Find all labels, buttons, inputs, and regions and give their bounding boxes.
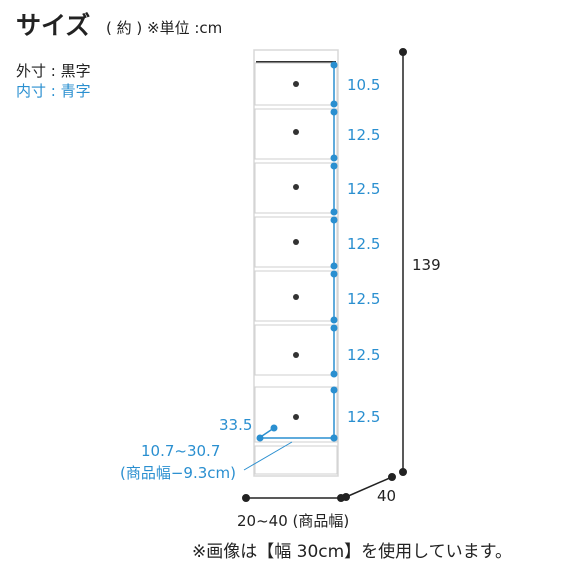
outer-depth-label: 40	[377, 487, 397, 505]
drawer-knob	[293, 352, 299, 358]
outer-width-label: 20~40 (商品幅)	[237, 512, 350, 530]
inner-height-label-4: 12.5	[347, 235, 381, 253]
inner-width-label: 10.7~30.7	[141, 442, 221, 460]
inner-height-label-5: 12.5	[347, 290, 381, 308]
inner-width-note: (商品幅−9.3cm)	[120, 464, 236, 482]
inner-height-label-3: 12.5	[347, 180, 381, 198]
inner-height-label-7: 12.5	[347, 408, 381, 426]
drawer-knob	[293, 184, 299, 190]
drawer-knob	[293, 81, 299, 87]
drawer-knob	[293, 414, 299, 420]
legend-outer: 外寸 : 黒字	[16, 62, 91, 80]
drawer	[254, 324, 338, 376]
unit-note: ( 約 ) ※単位 :cm	[106, 19, 223, 37]
inner-height-label-2: 12.5	[347, 126, 381, 144]
outer-width-dimension	[242, 494, 345, 502]
legend-inner: 内寸 : 青字	[16, 82, 91, 100]
drawer-knob	[293, 129, 299, 135]
outer-height-label: 139	[412, 256, 441, 274]
inner-width-dimension	[243, 424, 338, 471]
inner-height-label-1: 10.5	[347, 76, 381, 94]
drawer-stack	[254, 62, 338, 443]
cabinet-plinth	[254, 445, 338, 475]
drawer-knob	[293, 239, 299, 245]
footnote: ※画像は【幅 30cm】を使用しています。	[192, 542, 512, 562]
inner-depth-label: 33.5	[219, 416, 253, 434]
page-title: サイズ	[16, 11, 91, 40]
outer-height-dimension	[399, 48, 407, 476]
drawer-knob	[293, 294, 299, 300]
inner-height-label-6: 12.5	[347, 346, 381, 364]
